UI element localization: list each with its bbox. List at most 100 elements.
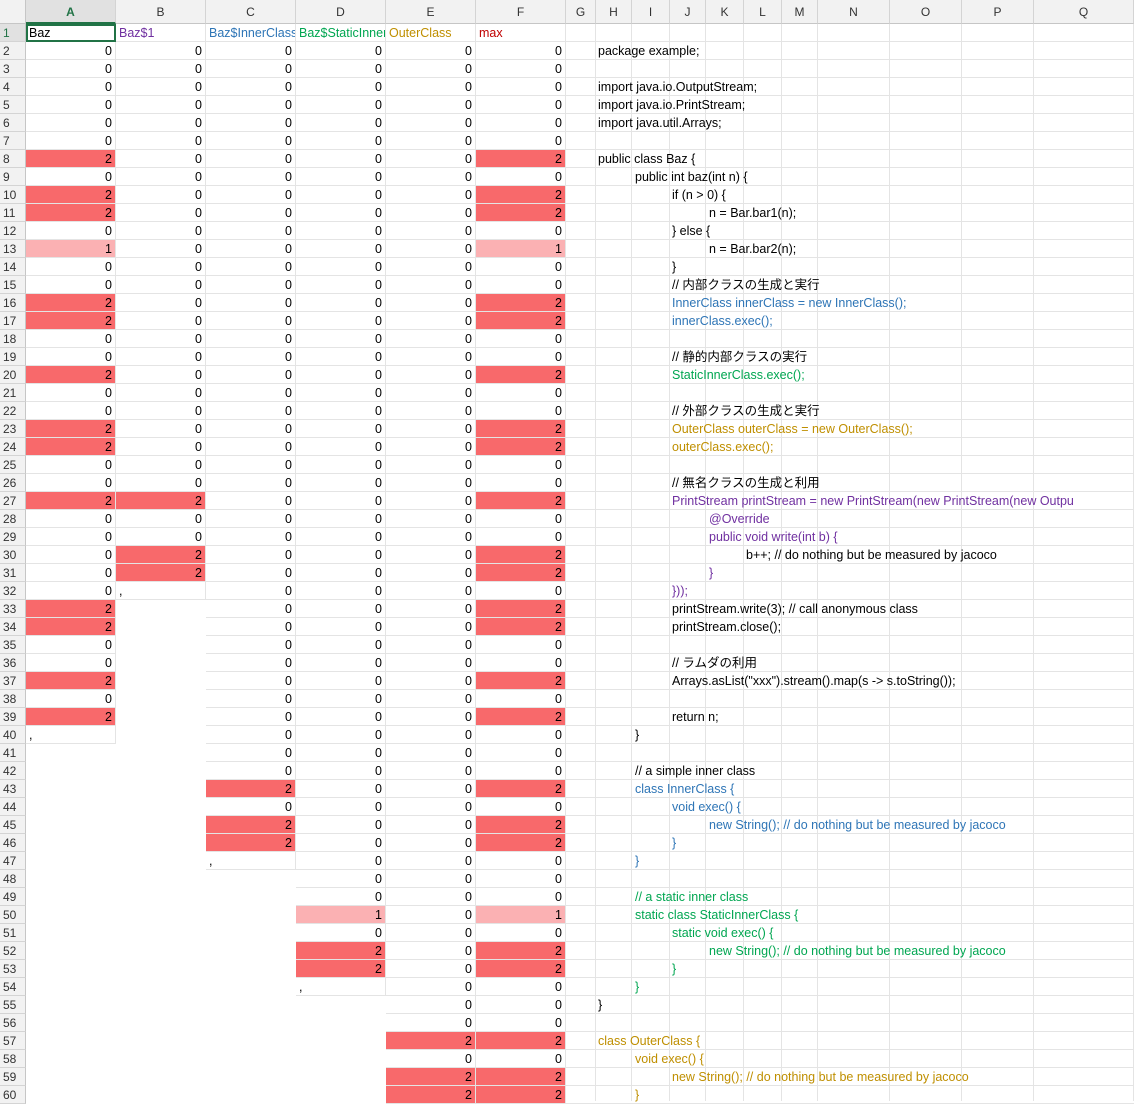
row-header-38[interactable]: 38 — [0, 690, 26, 708]
coverage-cell[interactable]: 0 — [296, 60, 386, 78]
coverage-cell[interactable]: 0 — [116, 402, 206, 420]
coverage-cell[interactable]: 0 — [26, 528, 116, 546]
coverage-cell[interactable]: 0 — [386, 690, 476, 708]
row-header-29[interactable]: 29 — [0, 528, 26, 546]
coverage-cell[interactable]: 0 — [296, 888, 386, 906]
code-line[interactable]: printStream.close(); — [672, 620, 782, 634]
empty-cell[interactable] — [706, 24, 744, 42]
coverage-cell[interactable]: 0 — [116, 384, 206, 402]
coverage-cell[interactable]: 0 — [476, 852, 566, 870]
coverage-cell[interactable]: 0 — [476, 636, 566, 654]
coverage-cell[interactable]: 0 — [206, 690, 296, 708]
coverage-cell[interactable]: 0 — [206, 150, 296, 168]
header-cell-d[interactable]: Baz$StaticInnerClass — [296, 24, 386, 42]
coverage-cell[interactable]: 0 — [296, 852, 386, 870]
coverage-cell[interactable]: 0 — [296, 474, 386, 492]
coverage-cell[interactable]: 0 — [296, 672, 386, 690]
coverage-cell[interactable]: 0 — [206, 312, 296, 330]
coverage-cell[interactable]: 2 — [476, 312, 566, 330]
coverage-cell[interactable]: 0 — [386, 762, 476, 780]
header-cell-a[interactable]: Baz — [26, 24, 116, 42]
coverage-cell[interactable]: 2 — [476, 600, 566, 618]
column-header-f[interactable]: F — [476, 0, 566, 24]
coverage-cell[interactable]: 0 — [116, 330, 206, 348]
coverage-cell[interactable]: 0 — [296, 654, 386, 672]
row-header-19[interactable]: 19 — [0, 348, 26, 366]
coverage-cell[interactable]: 0 — [26, 348, 116, 366]
coverage-cell[interactable]: 0 — [116, 150, 206, 168]
row-header-57[interactable]: 57 — [0, 1032, 26, 1050]
code-line[interactable]: } — [709, 566, 714, 580]
row-header-34[interactable]: 34 — [0, 618, 26, 636]
coverage-cell[interactable]: 2 — [26, 150, 116, 168]
coverage-cell[interactable]: 2 — [476, 366, 566, 384]
coverage-cell[interactable]: 0 — [386, 546, 476, 564]
row-header-54[interactable]: 54 — [0, 978, 26, 996]
coverage-cell[interactable]: 2 — [476, 150, 566, 168]
coverage-cell[interactable]: 0 — [296, 42, 386, 60]
row-header-41[interactable]: 41 — [0, 744, 26, 762]
coverage-cell[interactable]: 0 — [476, 870, 566, 888]
coverage-cell[interactable]: 0 — [476, 258, 566, 276]
coverage-cell[interactable]: 2 — [26, 312, 116, 330]
coverage-cell[interactable]: 0 — [26, 276, 116, 294]
coverage-cell[interactable]: 0 — [296, 780, 386, 798]
row-header-13[interactable]: 13 — [0, 240, 26, 258]
coverage-cell[interactable]: 0 — [206, 672, 296, 690]
coverage-cell[interactable]: 0 — [206, 582, 296, 600]
coverage-cell[interactable]: 0 — [386, 222, 476, 240]
coverage-cell[interactable]: 0 — [476, 528, 566, 546]
coverage-cell[interactable]: 0 — [206, 42, 296, 60]
coverage-cell[interactable]: 2 — [476, 672, 566, 690]
coverage-cell[interactable]: 0 — [296, 690, 386, 708]
coverage-cell[interactable]: 0 — [26, 690, 116, 708]
coverage-cell[interactable]: 0 — [296, 294, 386, 312]
coverage-cell[interactable]: 0 — [476, 582, 566, 600]
coverage-cell[interactable]: 0 — [206, 420, 296, 438]
coverage-cell[interactable]: 0 — [476, 276, 566, 294]
coverage-cell[interactable]: 0 — [26, 78, 116, 96]
coverage-cell[interactable]: 2 — [26, 204, 116, 222]
coverage-cell[interactable]: 0 — [476, 168, 566, 186]
coverage-cell[interactable]: 2 — [116, 546, 206, 564]
row-header-9[interactable]: 9 — [0, 168, 26, 186]
row-header-58[interactable]: 58 — [0, 1050, 26, 1068]
coverage-cell[interactable]: 0 — [206, 528, 296, 546]
coverage-cell[interactable]: 2 — [296, 960, 386, 978]
coverage-cell[interactable]: 0 — [296, 744, 386, 762]
column-header-i[interactable]: I — [632, 0, 670, 24]
row-header-31[interactable]: 31 — [0, 564, 26, 582]
coverage-cell[interactable]: 0 — [26, 114, 116, 132]
coverage-cell[interactable]: 0 — [386, 240, 476, 258]
coverage-cell[interactable]: 0 — [386, 996, 476, 1014]
coverage-cell[interactable]: 0 — [296, 96, 386, 114]
code-line[interactable]: return n; — [672, 710, 719, 724]
coverage-cell[interactable]: 0 — [206, 240, 296, 258]
row-header-8[interactable]: 8 — [0, 150, 26, 168]
empty-cell[interactable] — [782, 24, 818, 42]
coverage-cell[interactable]: 0 — [386, 186, 476, 204]
coverage-cell[interactable]: 0 — [386, 726, 476, 744]
coverage-cell[interactable]: 2 — [116, 564, 206, 582]
coverage-cell[interactable]: 2 — [26, 672, 116, 690]
coverage-cell[interactable]: 0 — [26, 456, 116, 474]
code-line[interactable]: n = Bar.bar2(n); — [709, 242, 797, 256]
row-header-37[interactable]: 37 — [0, 672, 26, 690]
code-line[interactable]: static void exec() { — [672, 926, 774, 940]
coverage-cell[interactable]: 2 — [476, 780, 566, 798]
row-header-50[interactable]: 50 — [0, 906, 26, 924]
row-header-48[interactable]: 48 — [0, 870, 26, 888]
coverage-cell[interactable]: 0 — [206, 222, 296, 240]
coverage-cell[interactable]: 0 — [476, 42, 566, 60]
coverage-cell[interactable]: 2 — [476, 1068, 566, 1086]
column-header-l[interactable]: L — [744, 0, 782, 24]
coverage-cell[interactable]: 2 — [26, 618, 116, 636]
coverage-cell[interactable]: 0 — [476, 222, 566, 240]
coverage-cell[interactable]: 2 — [476, 834, 566, 852]
header-cell-c[interactable]: Baz$InnerClass — [206, 24, 296, 42]
code-line[interactable]: new String(); // do nothing but be measu… — [672, 1070, 969, 1084]
row-header-45[interactable]: 45 — [0, 816, 26, 834]
row-header-17[interactable]: 17 — [0, 312, 26, 330]
coverage-cell[interactable]: 0 — [296, 492, 386, 510]
coverage-cell[interactable]: 0 — [296, 600, 386, 618]
